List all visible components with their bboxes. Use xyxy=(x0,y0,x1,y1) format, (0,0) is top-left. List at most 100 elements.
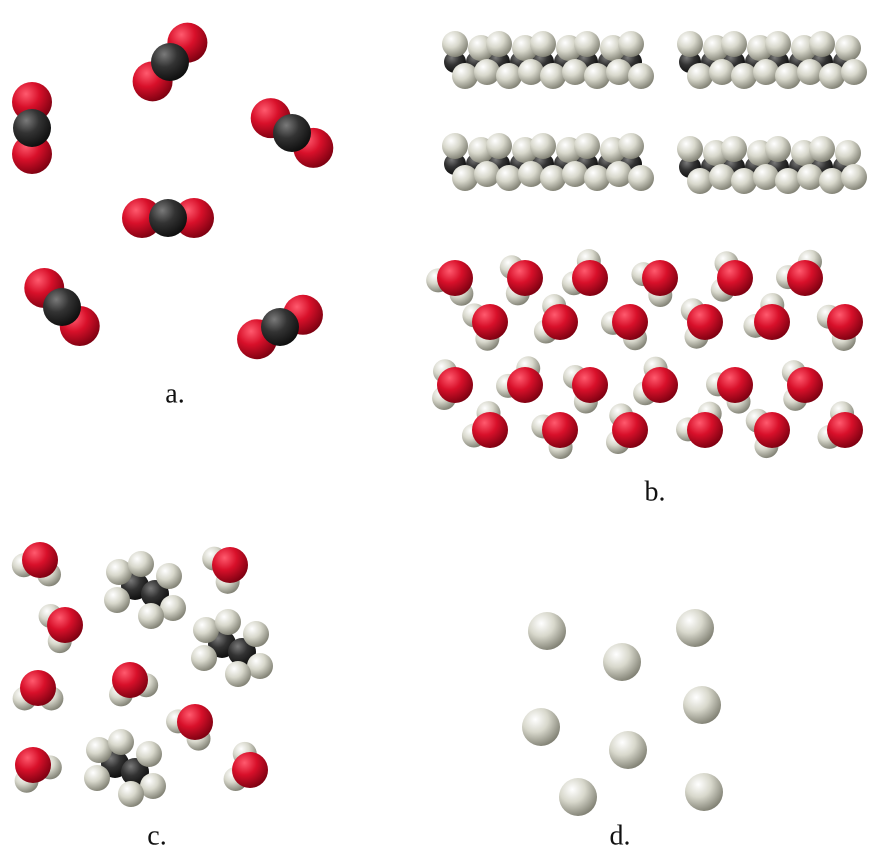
atom xyxy=(273,114,311,152)
atom xyxy=(687,63,713,89)
atom xyxy=(765,31,791,57)
atom xyxy=(437,260,473,296)
atom xyxy=(709,164,735,190)
atom xyxy=(193,617,219,643)
atom xyxy=(819,168,845,194)
atom xyxy=(787,367,823,403)
atom xyxy=(809,31,835,57)
atom xyxy=(151,43,189,81)
atom xyxy=(606,161,632,187)
atom xyxy=(472,412,508,448)
atom xyxy=(574,133,600,159)
atom xyxy=(518,161,544,187)
atom xyxy=(542,304,578,340)
atom xyxy=(797,164,823,190)
atom xyxy=(797,59,823,85)
atom xyxy=(753,59,779,85)
atom xyxy=(721,136,747,162)
atom xyxy=(128,551,154,577)
atom xyxy=(562,161,588,187)
atom xyxy=(685,773,723,811)
atom xyxy=(572,367,608,403)
atom xyxy=(787,260,823,296)
atom xyxy=(687,412,723,448)
atom xyxy=(841,59,867,85)
atom xyxy=(496,63,522,89)
atom xyxy=(20,670,56,706)
atom xyxy=(618,31,644,57)
atom xyxy=(177,704,213,740)
atom xyxy=(86,737,112,763)
atom xyxy=(160,595,186,621)
atom xyxy=(612,412,648,448)
atom xyxy=(243,621,269,647)
atom xyxy=(841,164,867,190)
atom xyxy=(496,165,522,191)
atom xyxy=(753,164,779,190)
atom xyxy=(731,168,757,194)
atom xyxy=(13,109,51,147)
atom xyxy=(442,31,468,57)
atom xyxy=(721,31,747,57)
atom xyxy=(618,133,644,159)
atom xyxy=(754,304,790,340)
atom xyxy=(474,161,500,187)
atom xyxy=(232,752,268,788)
atom xyxy=(47,607,83,643)
atom xyxy=(261,308,299,346)
atom xyxy=(104,587,130,613)
atom xyxy=(452,165,478,191)
atom xyxy=(522,708,560,746)
atom xyxy=(472,304,508,340)
atom xyxy=(775,63,801,89)
atom xyxy=(717,260,753,296)
atom xyxy=(518,59,544,85)
atom xyxy=(559,778,597,816)
atom xyxy=(138,603,164,629)
atom xyxy=(225,661,251,687)
atom xyxy=(486,31,512,57)
atom xyxy=(191,645,217,671)
atom xyxy=(677,31,703,57)
atom xyxy=(43,288,81,326)
atom xyxy=(215,609,241,635)
atom xyxy=(112,662,148,698)
panel-label: c. xyxy=(147,820,166,851)
atom xyxy=(156,563,182,589)
atom xyxy=(603,643,641,681)
atom xyxy=(717,367,753,403)
atom xyxy=(572,260,608,296)
atom xyxy=(835,35,861,61)
atom xyxy=(22,542,58,578)
atom xyxy=(765,136,791,162)
atom xyxy=(676,609,714,647)
atom xyxy=(136,741,162,767)
atom xyxy=(106,559,132,585)
atom xyxy=(140,773,166,799)
atom xyxy=(474,59,500,85)
atom xyxy=(542,412,578,448)
atom xyxy=(642,260,678,296)
atom xyxy=(683,686,721,724)
atom xyxy=(212,547,248,583)
atom xyxy=(827,304,863,340)
panel-label: b. xyxy=(645,476,666,507)
atom xyxy=(442,133,468,159)
atom xyxy=(612,304,648,340)
atom xyxy=(642,367,678,403)
atom xyxy=(606,59,632,85)
atom xyxy=(835,140,861,166)
panel-label: a. xyxy=(165,378,184,409)
atom xyxy=(486,133,512,159)
atom xyxy=(819,63,845,89)
atom xyxy=(809,136,835,162)
atom xyxy=(540,165,566,191)
atom xyxy=(84,765,110,791)
atom xyxy=(118,781,144,807)
atom xyxy=(609,731,647,769)
atom xyxy=(121,758,149,786)
atom xyxy=(754,412,790,448)
atom xyxy=(507,367,543,403)
atom xyxy=(562,59,588,85)
